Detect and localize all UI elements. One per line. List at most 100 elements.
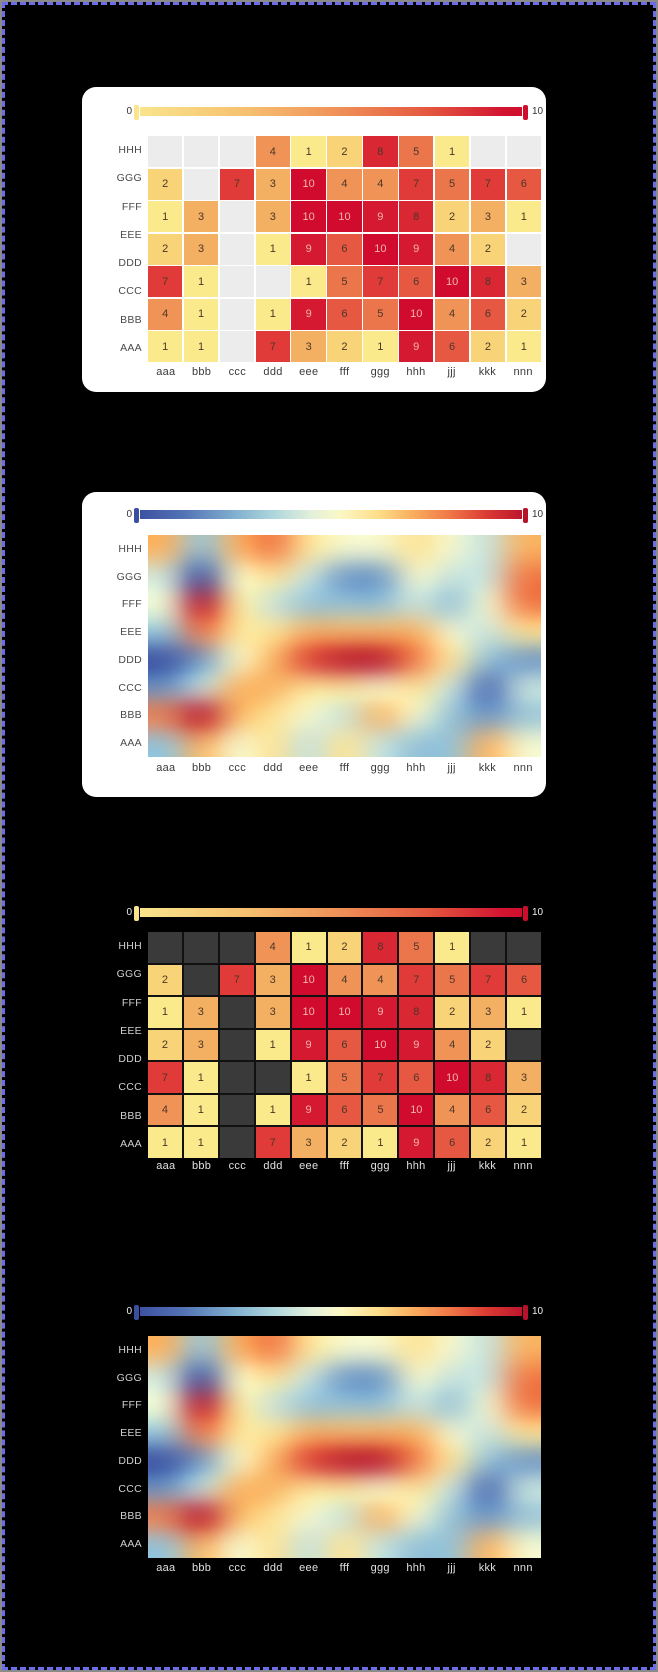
heatmap-cell: 1	[255, 233, 290, 265]
x-axis-label: ccc	[228, 366, 247, 378]
x-axis-label: jjj	[447, 366, 456, 378]
heatmap-grid: 4 1 2 8 5 1 2 7 3 10 4 4 7 5 7 6 1 3 3 10 10 9 8 2 3 1 2 3 1 9 6 10 9 4 2 7…	[148, 932, 541, 1158]
x-axis-label: aaa	[156, 1160, 176, 1172]
heatmap-cell: 7	[219, 168, 255, 200]
y-axis-label: BBB	[120, 313, 142, 326]
x-axis-label: ccc	[228, 1562, 247, 1574]
heatmap-cell: 3	[255, 964, 290, 996]
colorbar-max-handle[interactable]	[522, 1304, 529, 1321]
x-axis-label: nnn	[513, 1160, 533, 1172]
heatmap-cell: 1	[148, 201, 183, 232]
colorbar-gradient[interactable]	[133, 104, 529, 121]
heatmap-cell: 3	[471, 997, 506, 1028]
y-axis-label: GGG	[116, 968, 142, 981]
heatmap-cell: 10	[291, 168, 326, 200]
y-axis-label: EEE	[120, 1024, 142, 1037]
heatmap-cell: 10	[399, 298, 434, 330]
x-axis-label: bbb	[191, 762, 212, 774]
heatmap-cell: 9	[363, 997, 398, 1028]
heatmap-cell: 1	[291, 932, 326, 963]
x-axis-label: ccc	[228, 762, 247, 774]
heatmap-cell: 1	[183, 1127, 218, 1158]
heatmap-cell: 4	[434, 298, 470, 330]
x-axis-label: bbb	[191, 1562, 212, 1574]
x-axis-label: fff	[339, 1562, 350, 1574]
heatmap-cell: 1	[255, 298, 290, 330]
y-axis-label: FFF	[121, 996, 142, 1009]
colorbar-max-handle[interactable]	[522, 905, 529, 922]
x-axis-label: ccc	[228, 1160, 247, 1172]
y-axis-label: DDD	[118, 653, 142, 666]
heatmap-cell: 1	[183, 1062, 218, 1093]
colorbar-min-handle[interactable]	[133, 507, 140, 524]
heatmap-cell: 4	[363, 168, 398, 200]
heatmap-cell: 4	[255, 136, 290, 167]
y-axis-label: HHH	[118, 1343, 142, 1356]
colorbar-max-handle[interactable]	[522, 104, 529, 121]
heatmap-cell: 2	[506, 298, 541, 330]
x-axis-label: jjj	[447, 762, 456, 774]
heatmap-cell: 4	[327, 964, 362, 996]
heatmap-cell: 2	[148, 233, 183, 265]
heatmap-cell: 3	[291, 1127, 326, 1158]
colorbar-gradient[interactable]	[133, 507, 529, 524]
heatmap-cell: 8	[363, 932, 398, 963]
y-axis-label: DDD	[118, 1053, 142, 1066]
x-axis-label: ggg	[370, 1562, 390, 1574]
y-axis-label: FFF	[121, 1399, 142, 1412]
heatmap-cell: 9	[399, 1127, 434, 1158]
heatmap-cell: 1	[434, 136, 470, 167]
heatmap-cell: 2	[327, 1127, 362, 1158]
colorbar-gradient[interactable]	[133, 905, 529, 922]
y-axis-label: GGG	[116, 570, 142, 583]
heatmap-cell: 3	[255, 201, 290, 232]
heatmap-canvas	[148, 535, 541, 757]
heatmap-cell: 2	[148, 168, 183, 200]
heatmap-cell: 7	[363, 1062, 398, 1093]
colorbar-gradient[interactable]	[133, 1304, 529, 1321]
y-axis-label: FFF	[121, 200, 142, 213]
heatmap-cell: 8	[470, 266, 506, 297]
heatmap-cell: 1	[291, 136, 326, 167]
x-axis-label: ddd	[263, 1160, 283, 1172]
heatmap-cell: 4	[435, 1094, 470, 1126]
heatmap-cell: 9	[399, 331, 434, 362]
heatmap-cell: 9	[291, 1029, 326, 1061]
heatmap-cell: 3	[183, 201, 219, 232]
heatmap-cell: 5	[363, 298, 398, 330]
heatmap-cell	[183, 136, 219, 167]
heatmap-cell: 9	[363, 201, 398, 232]
heatmap-cell: 10	[327, 997, 362, 1028]
x-axis-label: jjj	[447, 1562, 456, 1574]
heatmap-cell: 4	[434, 233, 470, 265]
y-axis-label: GGG	[116, 1371, 142, 1384]
x-axis-label: fff	[339, 1160, 350, 1172]
colorbar-min-handle[interactable]	[133, 1304, 140, 1321]
colorbar-min-handle[interactable]	[133, 104, 140, 121]
heatmap-cell: 10	[291, 997, 326, 1028]
heatmap-cell	[183, 168, 219, 200]
x-axis-label: fff	[339, 762, 350, 774]
heatmap-cell: 7	[255, 1127, 290, 1158]
heatmap-cell	[219, 233, 255, 265]
heatmap-cell: 10	[399, 1094, 434, 1126]
y-axis-label: EEE	[120, 1427, 142, 1440]
colorbar-min-handle[interactable]	[133, 905, 140, 922]
heatmap-cell	[219, 1029, 254, 1061]
heatmap-cell	[219, 266, 255, 297]
heatmap-cell	[219, 1062, 254, 1093]
y-axis-label: EEE	[120, 626, 142, 639]
colorbar-max-label: 10	[532, 106, 544, 117]
colorbar-max-handle[interactable]	[522, 507, 529, 524]
heatmap-cell: 9	[291, 233, 326, 265]
heatmap-cell: 6	[507, 964, 541, 996]
heatmap-cell: 5	[363, 1094, 398, 1126]
y-axis-label: GGG	[116, 172, 142, 185]
heatmap-cell: 6	[434, 331, 470, 362]
y-axis-label: BBB	[120, 709, 142, 722]
x-axis-labels: aaa bbb ccc ddd eee fff ggg hhh jjj kkk nnn	[148, 1160, 541, 1173]
heatmap-cell	[255, 266, 290, 297]
x-axis-label: hhh	[406, 762, 426, 774]
x-axis-label: jjj	[447, 1160, 456, 1172]
heatmap-cell: 6	[327, 233, 362, 265]
